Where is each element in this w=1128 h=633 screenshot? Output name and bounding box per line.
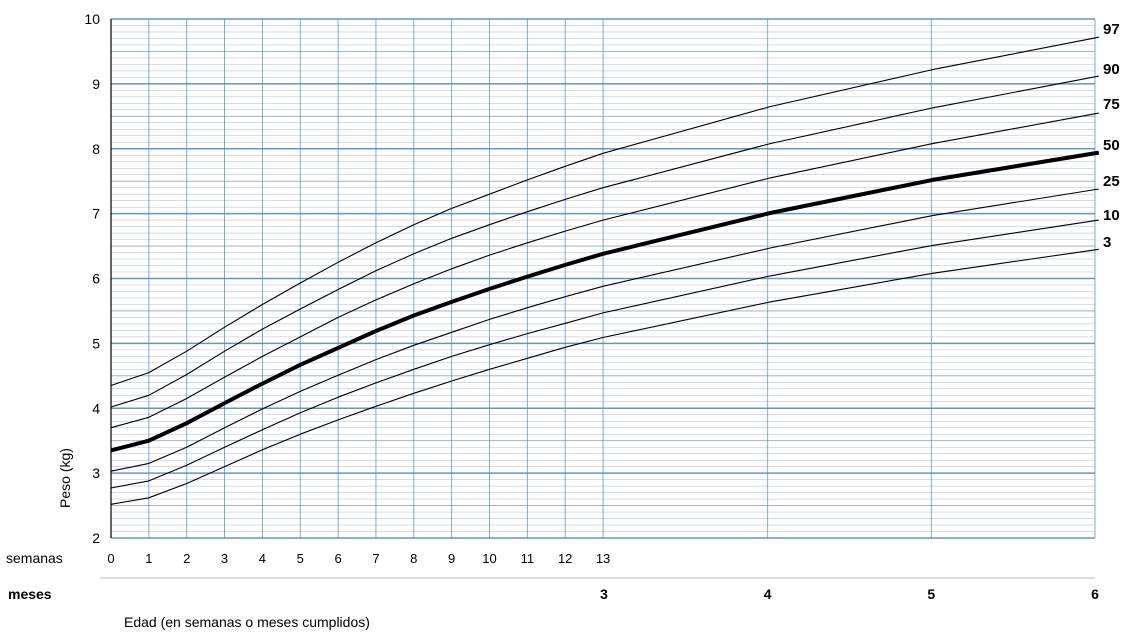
series-line-p25 xyxy=(110,188,1099,472)
x-week-tick-label: 10 xyxy=(482,551,496,566)
y-tick-label: 8 xyxy=(92,141,100,157)
percentile-label: 97 xyxy=(1103,21,1120,38)
y-tick-label: 10 xyxy=(84,11,100,27)
x-week-tick-label: 11 xyxy=(521,551,535,566)
series-line-p97 xyxy=(110,36,1099,387)
x-week-tick-label: 2 xyxy=(183,551,190,566)
x-month-tick-label: 4 xyxy=(764,586,772,602)
series-line-p75 xyxy=(110,112,1099,429)
x-week-tick-label: 9 xyxy=(448,551,455,566)
weeks-row-label: semanas xyxy=(6,550,63,566)
y-tick-label: 6 xyxy=(92,271,100,287)
series-line-p3 xyxy=(110,248,1099,505)
x-week-tick-label: 7 xyxy=(372,551,379,566)
x-axis-title: Edad (en semanas o meses cumplidos) xyxy=(124,614,370,630)
percentile-label: 90 xyxy=(1103,61,1120,78)
series-line-p10 xyxy=(110,219,1099,489)
x-week-tick-label: 8 xyxy=(410,551,417,566)
y-tick-label: 2 xyxy=(92,530,100,546)
x-week-tick-label: 3 xyxy=(221,551,228,566)
x-week-tick-label: 1 xyxy=(145,551,152,566)
chart-grid xyxy=(110,18,1096,539)
series-line-p50 xyxy=(110,150,1100,453)
percentile-label: 3 xyxy=(1103,234,1111,251)
x-month-tick-label: 6 xyxy=(1091,586,1099,602)
y-tick-label: 7 xyxy=(92,206,100,222)
percentile-label: 25 xyxy=(1103,173,1120,190)
x-week-tick-label: 5 xyxy=(297,551,304,566)
x-week-tick-label: 0 xyxy=(107,551,114,566)
y-tick-label: 9 xyxy=(92,76,100,92)
percentile-label: 75 xyxy=(1103,96,1120,113)
series-line-p90 xyxy=(110,75,1099,408)
x-week-tick-label: 6 xyxy=(334,551,341,566)
chart-series xyxy=(110,36,1100,505)
y-axis-title: Peso (kg) xyxy=(57,448,73,508)
x-week-tick-label: 4 xyxy=(259,551,266,566)
x-month-tick-label: 5 xyxy=(927,586,935,602)
percentile-label: 50 xyxy=(1103,137,1120,154)
x-month-tick-label: 3 xyxy=(600,586,608,602)
months-row-label: meses xyxy=(8,586,52,602)
y-tick-label: 5 xyxy=(92,335,100,351)
x-week-tick-label: 12 xyxy=(558,551,572,566)
y-tick-label: 3 xyxy=(92,465,100,481)
x-week-tick-label: 13 xyxy=(596,551,610,566)
y-tick-label: 4 xyxy=(92,400,100,416)
percentile-label: 10 xyxy=(1103,207,1120,224)
